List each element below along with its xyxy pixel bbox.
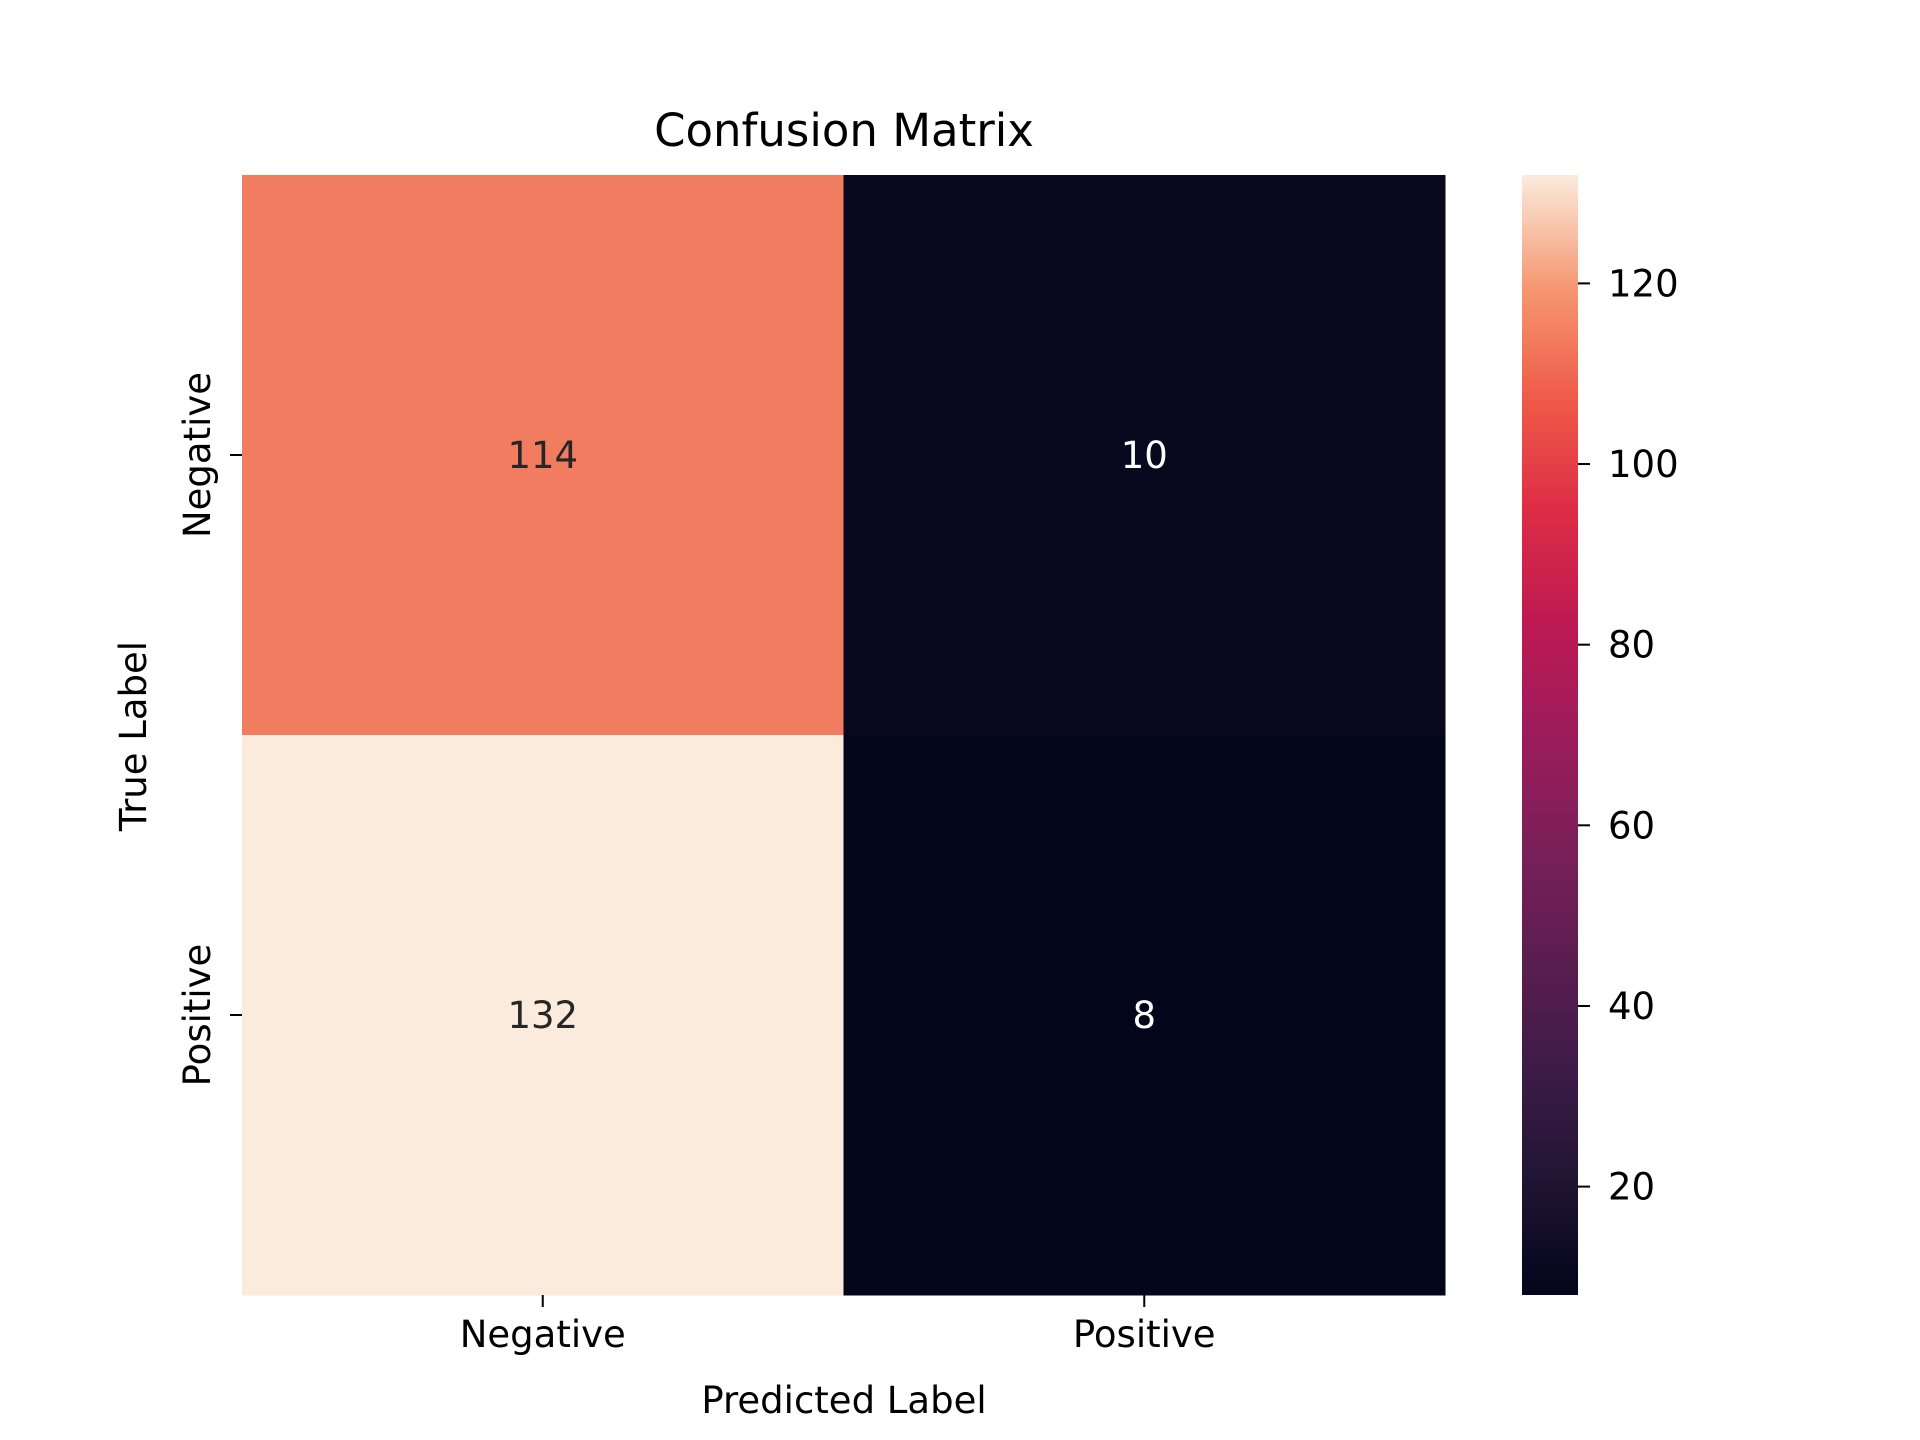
heatmap-cell-1-0 [242, 735, 844, 1296]
heatmap-cells [242, 175, 1446, 1296]
colorbar-tick-label-3: 80 [1608, 624, 1655, 667]
colorbar-tick-label-0: 20 [1608, 1166, 1655, 1209]
y-axis-title: True Label [112, 641, 155, 832]
y-tick-label-0: Negative [176, 372, 219, 538]
cell-value-1-1: 8 [1132, 994, 1156, 1037]
colorbar-tick-label-5: 120 [1608, 262, 1679, 305]
cell-value-0-1: 10 [1121, 434, 1168, 477]
chart-title: Confusion Matrix [654, 104, 1034, 157]
y-axis-ticks: Negative Positive [176, 372, 242, 1086]
x-tick-label-0: Negative [460, 1313, 626, 1356]
x-tick-label-1: Positive [1073, 1313, 1216, 1356]
colorbar-ticks: 20 40 60 80 100 120 [1578, 262, 1679, 1209]
x-axis-ticks: Negative Positive [460, 1295, 1216, 1356]
x-axis-title: Predicted Label [701, 1379, 986, 1422]
y-tick-label-1: Positive [176, 944, 219, 1087]
heatmap-cell-0-0 [242, 175, 844, 736]
cell-value-1-0: 132 [507, 994, 578, 1037]
colorbar-tick-label-2: 60 [1608, 804, 1655, 847]
heatmap-cell-labels: 114 10 132 8 [507, 434, 1167, 1037]
heatmap-cell-1-1 [843, 735, 1446, 1296]
colorbar [1522, 175, 1578, 1295]
colorbar-tick-label-1: 40 [1608, 985, 1655, 1028]
heatmap-cell-0-1 [843, 175, 1446, 736]
colorbar-tick-label-4: 100 [1608, 443, 1679, 486]
cell-value-0-0: 114 [507, 434, 578, 477]
